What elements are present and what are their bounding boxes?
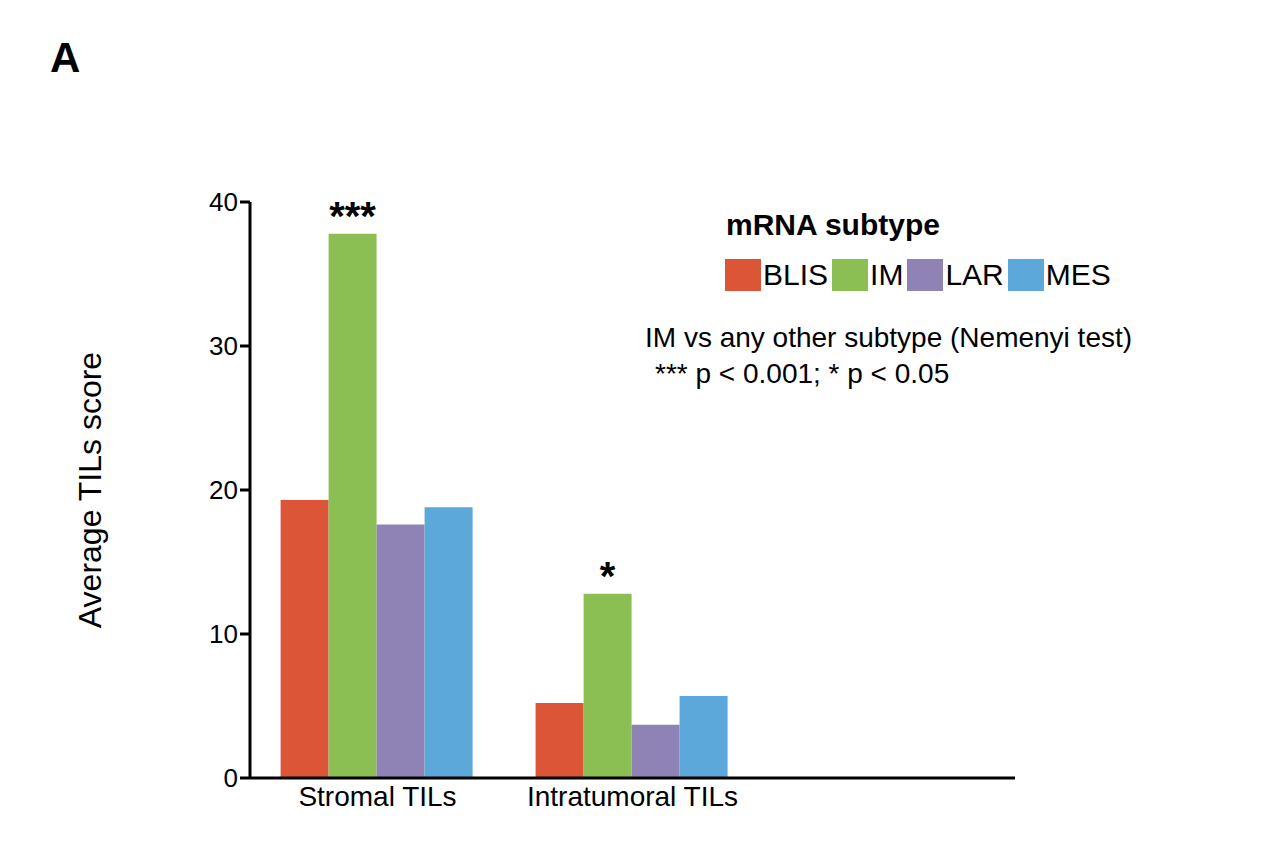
html-text:BLIS: BLIS [763,258,828,291]
html-text:IM: IM [870,258,904,291]
svg-text:Intratumoral TILs: Intratumoral TILs [527,781,738,812]
svg-text:30: 30 [209,331,238,361]
html-text:IM vs any other subtype (Nemen: IM vs any other subtype (Nemenyi test) [645,322,1133,353]
html-text:LAR: LAR [945,258,1004,291]
svg-text:***: *** [329,194,376,238]
html-text:*** p < 0.001; * p < 0.05: *** p < 0.001; * p < 0.05 [655,358,950,389]
svg-text:10: 10 [209,619,238,649]
svg-text:Stromal TILs: Stromal TILs [298,781,456,812]
html-text:A: A [50,34,81,81]
html-text:MES: MES [1045,258,1111,291]
svg-text:Average TILs score: Average TILs score [72,352,108,628]
svg-text:20: 20 [209,475,238,505]
svg-text:40: 40 [209,187,238,217]
svg-text:0: 0 [224,763,238,793]
html-text:mRNA subtype: mRNA subtype [726,208,940,241]
svg-text:*: * [600,554,616,598]
